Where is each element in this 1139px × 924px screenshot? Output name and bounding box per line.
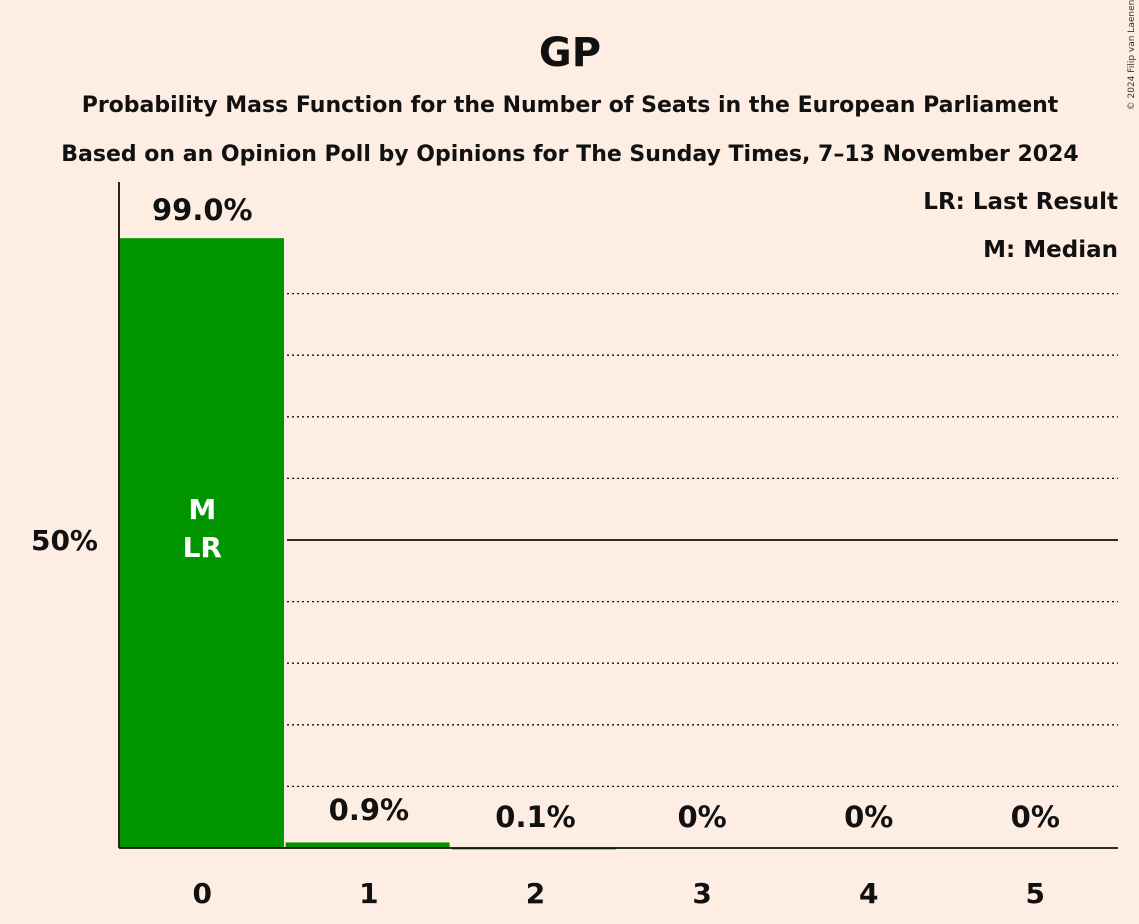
value-label-0: 99.0%	[152, 193, 253, 227]
value-label-2: 0.1%	[495, 800, 575, 834]
x-tick-label-2: 2	[526, 877, 545, 910]
value-label-5: 0%	[1011, 800, 1060, 834]
x-tick-label-4: 4	[859, 877, 878, 910]
x-tick-label-0: 0	[193, 877, 212, 910]
value-label-1: 0.9%	[329, 793, 409, 827]
value-label-4: 0%	[844, 800, 893, 834]
bar-0	[120, 238, 284, 848]
copyright-notice: © 2024 Filip van Laenen	[1127, 0, 1137, 110]
legend-last-result: LR: Last Result	[923, 189, 1118, 215]
chart-title: GP	[539, 30, 601, 76]
x-tick-label-3: 3	[692, 877, 711, 910]
bar-1	[285, 842, 450, 848]
gridlines	[287, 292, 1118, 788]
bars	[120, 238, 617, 850]
legend-median: M: Median	[983, 237, 1118, 263]
bar-marker-lr: LR	[183, 531, 222, 564]
y-tick-label: 50%	[31, 524, 98, 557]
chart-subtitle-1: Probability Mass Function for the Number…	[82, 93, 1059, 118]
bar-marker-m: M	[188, 493, 216, 526]
axes: 50% 0 1 2 3 4 5	[31, 182, 1118, 910]
x-tick-label-1: 1	[359, 877, 378, 910]
x-tick-label-5: 5	[1026, 877, 1045, 910]
chart-subtitle-2: Based on an Opinion Poll by Opinions for…	[61, 142, 1078, 167]
value-labels: 99.0% 0.9% 0.1% 0% 0% 0% M LR	[152, 193, 1060, 834]
value-label-3: 0%	[677, 800, 726, 834]
